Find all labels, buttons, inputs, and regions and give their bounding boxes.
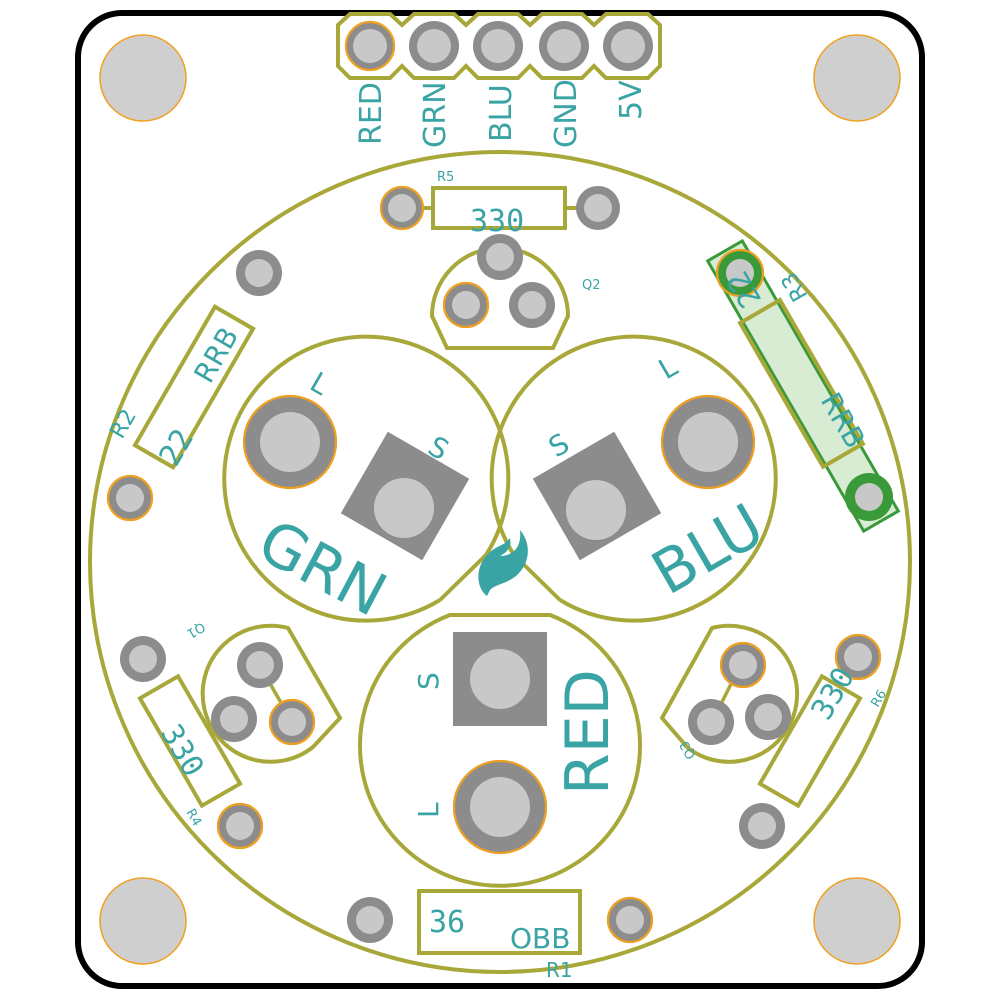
header-outline — [336, 12, 662, 80]
mounting-hole-tr — [813, 34, 901, 122]
mounting-hole-br — [813, 877, 901, 965]
q2-ref: Q2 — [582, 278, 601, 293]
r5-value: 330 — [470, 204, 524, 239]
r1-ref: R1 — [546, 958, 573, 982]
resistor-r3: RRB 22 R3 — [705, 238, 901, 534]
red-led-label: RED — [553, 669, 623, 795]
r1-code: OBB — [510, 922, 570, 955]
r4-ref: R4 — [183, 807, 205, 829]
resistor-r4: 330 R4 — [120, 636, 264, 850]
mounting-hole-tl — [99, 34, 187, 122]
red-short-label: S — [412, 672, 445, 690]
r6-ref: R6 — [868, 688, 890, 710]
transistor-q3: Q3 — [659, 623, 800, 764]
resistor-r5: R5 330 — [379, 170, 620, 239]
transistor-q1: Q1 — [184, 619, 343, 764]
pin-label-grn: GRN — [418, 81, 453, 148]
resistor-r1: 36 OBB R1 — [347, 889, 654, 982]
transistor-q2: Q2 — [429, 234, 601, 350]
flame-logo-icon — [478, 530, 528, 596]
header-pins — [344, 20, 653, 72]
red-long-label: L — [412, 802, 445, 818]
pin-label-blu: BLU — [484, 84, 519, 142]
outer-circle-silkscreen — [88, 150, 912, 974]
pin-label-5v: 5V — [614, 80, 649, 120]
led-red: S L RED — [358, 613, 642, 888]
r5-ref: R5 — [437, 170, 454, 185]
pin-label-gnd: GND — [549, 79, 584, 148]
mounting-holes — [99, 34, 901, 965]
mounting-hole-bl — [99, 877, 187, 965]
pin-label-red: RED — [354, 82, 389, 145]
r1-value: 36 — [429, 905, 465, 940]
